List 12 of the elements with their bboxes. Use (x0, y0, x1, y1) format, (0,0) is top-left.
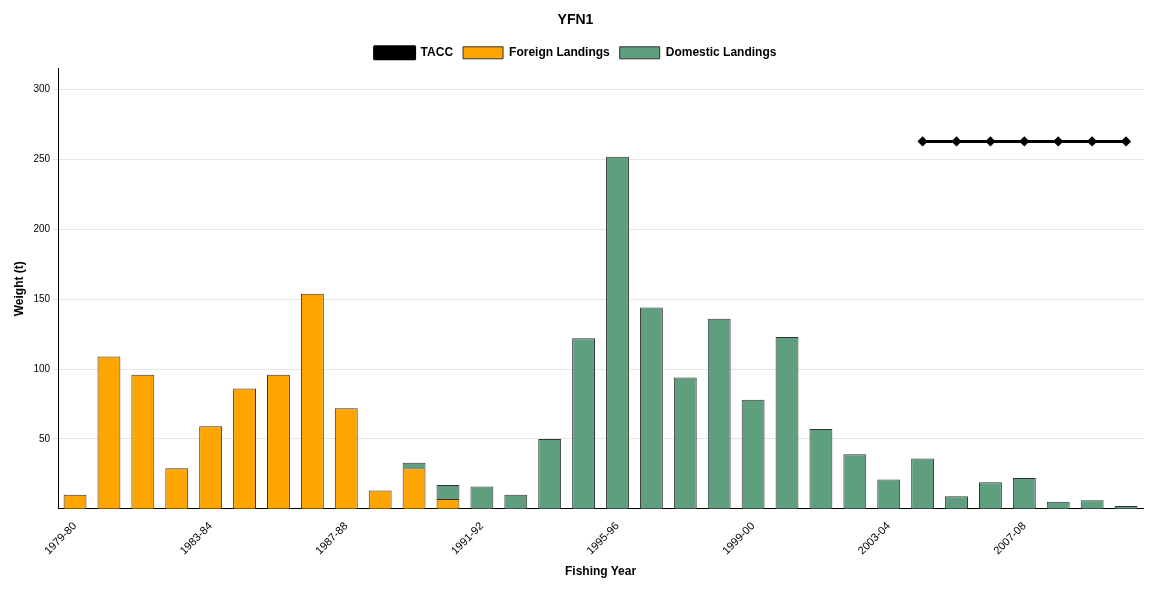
legend-label: Foreign Landings (509, 45, 611, 60)
y-tick-label: 200 (33, 223, 51, 235)
y-tick-label: 250 (33, 153, 51, 165)
y-axis-title: Weight (t) (11, 261, 26, 317)
y-tick-label: 300 (33, 83, 51, 95)
y-tick-label: 50 (38, 432, 51, 444)
legend-label: Domestic Landings (665, 45, 777, 60)
y-tick-label: 150 (33, 292, 51, 304)
chart-title: YFN1 (557, 11, 594, 28)
legend-label: TACC (420, 45, 454, 60)
y-tick-label: 100 (33, 362, 51, 374)
x-axis-title: Fishing Year (564, 564, 637, 579)
